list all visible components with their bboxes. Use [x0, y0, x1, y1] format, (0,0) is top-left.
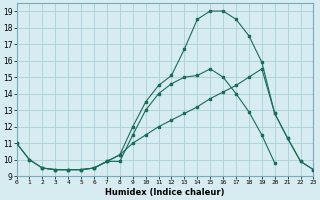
X-axis label: Humidex (Indice chaleur): Humidex (Indice chaleur)	[105, 188, 225, 197]
